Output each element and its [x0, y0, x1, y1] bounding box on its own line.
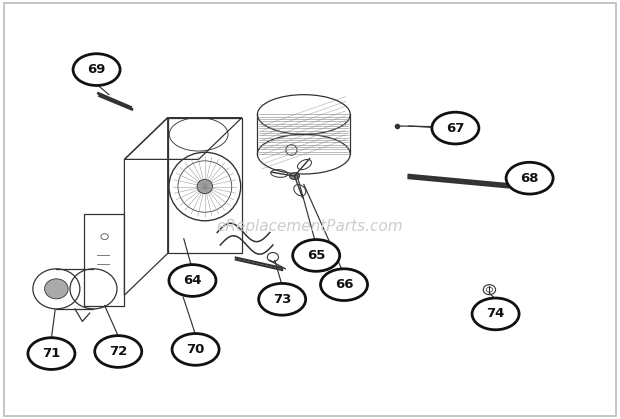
Text: 70: 70 [187, 343, 205, 356]
Ellipse shape [45, 279, 68, 299]
Circle shape [169, 265, 216, 296]
Text: eReplacementParts.com: eReplacementParts.com [216, 219, 404, 234]
Text: 69: 69 [87, 63, 106, 76]
Ellipse shape [197, 179, 213, 194]
Circle shape [290, 173, 299, 179]
Text: 64: 64 [184, 274, 202, 287]
Circle shape [172, 334, 219, 365]
Circle shape [472, 298, 519, 330]
Text: 67: 67 [446, 122, 464, 134]
Circle shape [506, 162, 553, 194]
Circle shape [95, 336, 142, 367]
Text: 65: 65 [307, 249, 326, 262]
Text: 73: 73 [273, 293, 291, 306]
Text: 68: 68 [520, 172, 539, 185]
Circle shape [73, 54, 120, 85]
Circle shape [259, 283, 306, 315]
Text: 71: 71 [42, 347, 61, 360]
Circle shape [432, 112, 479, 144]
Circle shape [293, 240, 340, 272]
Text: 72: 72 [109, 345, 127, 358]
Text: 74: 74 [487, 308, 505, 321]
Text: 66: 66 [335, 278, 353, 291]
Circle shape [321, 269, 368, 300]
Circle shape [28, 338, 75, 370]
